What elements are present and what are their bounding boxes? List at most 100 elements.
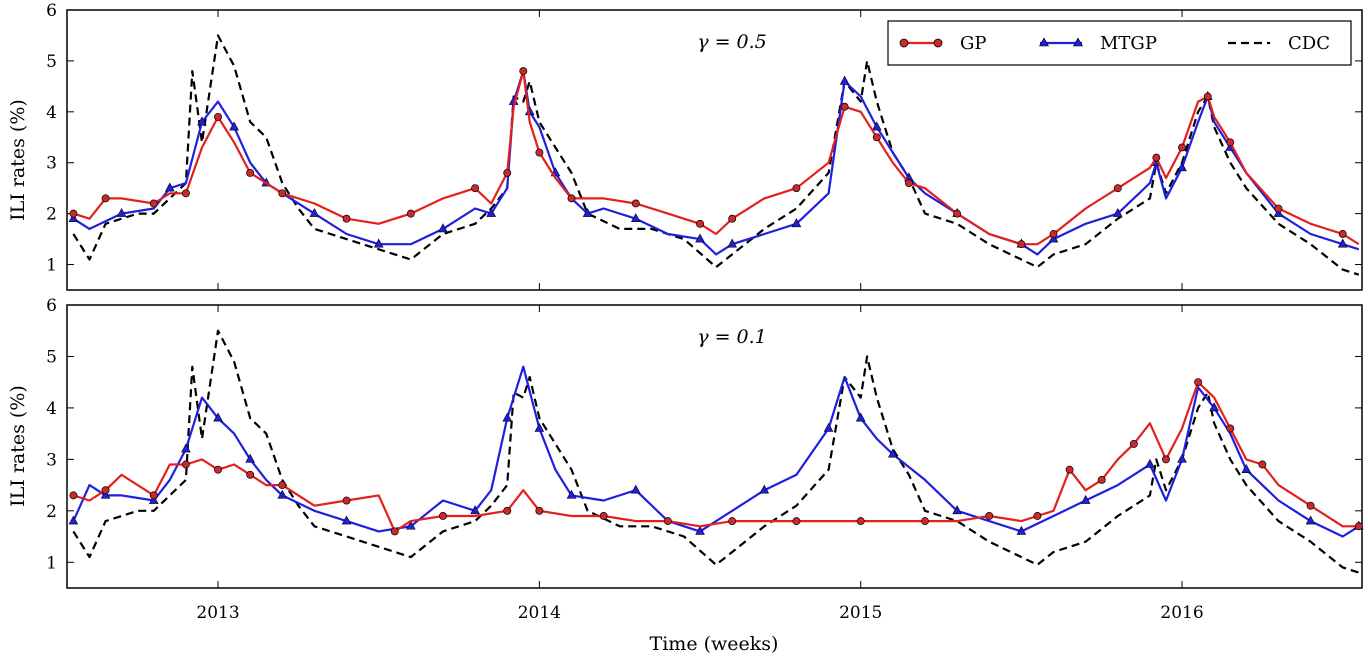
- data-point-gp: [101, 194, 110, 203]
- data-point-gp: [792, 184, 801, 193]
- y-axis-label-top: ILI rates (%): [7, 99, 29, 221]
- gamma-annotation: γ = 0.1: [697, 326, 767, 348]
- data-point-mtgp: [438, 223, 448, 233]
- data-point-mtgp: [695, 233, 705, 243]
- plot-frame: [66, 9, 1363, 291]
- data-point-gp: [840, 102, 849, 111]
- data-point-mtgp: [582, 208, 593, 217]
- data-point-mtgp: [823, 422, 834, 432]
- data-point-mtgp: [1016, 525, 1027, 535]
- data-point-gp: [1162, 455, 1170, 464]
- x-tick-label: 2015: [839, 603, 882, 623]
- data-point-mtgp: [406, 520, 416, 530]
- data-point-gp: [1065, 465, 1074, 474]
- data-point-mtgp: [502, 412, 513, 422]
- data-point-mtgp: [1177, 162, 1187, 172]
- y-tick-label: 6: [46, 1, 57, 21]
- y-axis-label-bottom: ILI rates (%): [7, 385, 29, 507]
- data-point-mtgp: [759, 484, 770, 494]
- data-point-mtgp: [1305, 515, 1316, 525]
- y-tick-label: 4: [46, 399, 57, 419]
- y-tick-label: 2: [46, 205, 57, 225]
- data-point-gp: [181, 189, 190, 198]
- data-point-mtgp: [373, 238, 384, 248]
- data-point-mtgp: [1241, 464, 1252, 473]
- data-point-gp: [390, 527, 399, 536]
- data-point-gp: [985, 512, 994, 520]
- data-point-gp: [278, 481, 287, 490]
- legend-item-mtgp: MTGP: [1038, 33, 1157, 54]
- data-point-mtgp: [855, 412, 866, 422]
- y-tick-label: 5: [46, 347, 57, 367]
- plot-frame: [66, 304, 1363, 589]
- data-point-gp: [1258, 460, 1267, 469]
- data-point-mtgp: [165, 182, 175, 192]
- data-point-gp: [1152, 153, 1161, 162]
- series-lines: [68, 329, 1364, 574]
- legend-item-gp: GP: [899, 33, 987, 54]
- data-point-mtgp: [213, 412, 223, 422]
- data-point-gp: [503, 168, 512, 177]
- data-point-mtgp: [245, 453, 255, 463]
- y-tick-label: 6: [46, 296, 57, 316]
- data-point-mtgp: [888, 448, 898, 458]
- data-point-gp: [1178, 143, 1186, 152]
- panel-gamma-0-5: 1 2 3 4 5 6 γ = 0.5 GP MTGP CDC: [46, 1, 1363, 291]
- data-point-gp: [792, 517, 801, 526]
- data-point-gp: [921, 517, 929, 526]
- y-tick-label: 2: [46, 502, 57, 522]
- data-point-gp: [214, 112, 222, 121]
- data-point-gp: [953, 209, 962, 218]
- data-point-mtgp: [871, 121, 882, 131]
- data-point-gp: [181, 460, 190, 469]
- data-point-mtgp: [470, 505, 480, 515]
- series-line-cdc: [72, 34, 1360, 276]
- data-point-mtgp: [695, 525, 705, 535]
- data-point-gp: [519, 67, 528, 76]
- series-lines: [68, 34, 1360, 276]
- data-point-gp: [342, 214, 351, 223]
- gamma-annotation: γ = 0.5: [697, 31, 767, 53]
- data-point-mtgp: [952, 505, 962, 515]
- data-point-gp: [1113, 184, 1122, 193]
- data-point-gp: [1226, 138, 1235, 147]
- data-point-mtgp: [1145, 458, 1155, 468]
- data-point-gp: [1097, 475, 1106, 484]
- data-point-mtgp: [566, 489, 577, 499]
- data-point-mtgp: [1209, 402, 1219, 412]
- data-point-gp: [278, 189, 287, 198]
- legend: GP MTGP CDC: [887, 20, 1352, 66]
- data-point-gp: [246, 168, 255, 177]
- series-line-gp: [73, 69, 1360, 246]
- x-tick-label: 2016: [1160, 603, 1203, 623]
- legend-box: [887, 20, 1352, 66]
- x-axis-label: Time (weeks): [650, 633, 779, 655]
- data-point-gp: [567, 194, 576, 203]
- data-point-mtgp: [68, 213, 79, 223]
- data-point-gp: [728, 214, 737, 223]
- y-tick-label: 1: [46, 553, 57, 573]
- data-point-gp: [1129, 439, 1138, 448]
- legend-label-cdc: CDC: [1288, 33, 1330, 54]
- data-point-mtgp: [116, 208, 127, 217]
- data-point-gp: [101, 486, 110, 495]
- data-point-mtgp: [309, 208, 320, 217]
- data-point-gp: [1274, 204, 1283, 213]
- data-point-gp: [342, 496, 351, 505]
- data-point-mtgp: [1337, 238, 1348, 248]
- data-point-mtgp: [68, 515, 79, 525]
- data-point-gp: [872, 133, 881, 142]
- y-tick-label: 1: [46, 256, 57, 276]
- data-point-mtgp: [1112, 208, 1123, 217]
- legend-item-cdc: CDC: [1228, 33, 1330, 54]
- data-point-gp: [439, 512, 447, 520]
- data-point-mtgp: [630, 484, 641, 494]
- data-point-mtgp: [630, 213, 641, 223]
- y-tick-label: 3: [46, 154, 57, 174]
- panel-gamma-0-1: 1 2 3 4 5 6 2013 2014 2015 2016 γ = 0.1: [46, 296, 1364, 623]
- data-point-mtgp: [1177, 453, 1187, 463]
- x-tick-label: 2014: [518, 603, 561, 623]
- data-point-mtgp: [534, 422, 545, 432]
- data-point-gp: [1033, 512, 1042, 520]
- data-point-gp: [1226, 424, 1235, 433]
